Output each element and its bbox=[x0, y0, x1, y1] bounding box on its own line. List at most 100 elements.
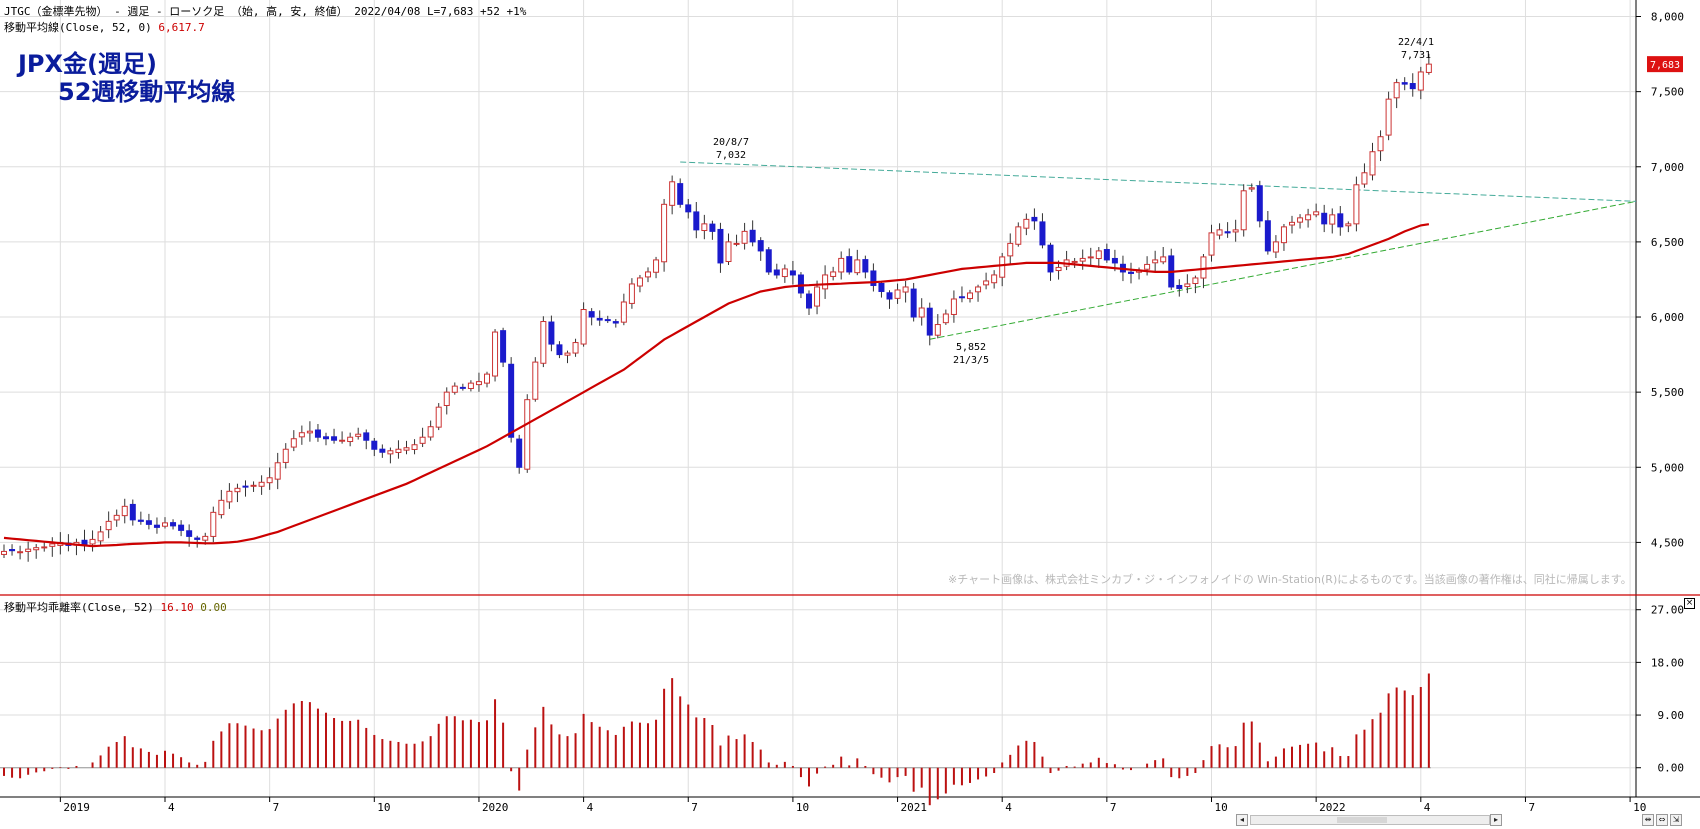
last-price-label: 7,683 bbox=[1650, 60, 1680, 71]
x-tick-label: 4 bbox=[587, 801, 594, 814]
candle bbox=[983, 272, 990, 290]
candle-body bbox=[435, 406, 442, 428]
candle-body bbox=[596, 317, 603, 321]
candle-body bbox=[1039, 221, 1046, 246]
moving-average-series bbox=[3, 223, 1430, 548]
candle bbox=[9, 544, 16, 556]
candle-body bbox=[524, 399, 531, 470]
candle-body bbox=[290, 438, 297, 448]
candle-body bbox=[451, 385, 458, 393]
candle bbox=[894, 283, 901, 304]
candle-body bbox=[194, 537, 201, 540]
zoom-out-icon[interactable]: ⇔ bbox=[1656, 814, 1668, 826]
candle-body bbox=[1385, 98, 1392, 136]
deviation-bar-series bbox=[0, 673, 1431, 806]
candle bbox=[1192, 275, 1199, 294]
candle-body bbox=[1047, 244, 1054, 273]
candle bbox=[1152, 250, 1159, 273]
candle bbox=[1272, 235, 1279, 259]
ma-legend-value: 6,617.7 bbox=[158, 21, 205, 34]
candle bbox=[250, 481, 257, 492]
candle bbox=[1369, 142, 1376, 181]
candle-body bbox=[395, 448, 402, 453]
close-panel-icon[interactable]: × bbox=[1684, 598, 1695, 609]
scroll-left-icon[interactable]: ◂ bbox=[1236, 814, 1248, 826]
candle-body bbox=[975, 286, 982, 293]
chart-header-text: JTGC（金標準先物） - 週足 - ローソク足 （始, 高, 安, 終値） 2… bbox=[4, 5, 527, 18]
candle-body bbox=[25, 548, 32, 552]
candle-body bbox=[105, 520, 112, 531]
candle bbox=[290, 430, 297, 452]
candle bbox=[934, 314, 941, 339]
candle-body bbox=[822, 274, 829, 290]
candle-body bbox=[926, 307, 933, 336]
candle-body bbox=[781, 268, 788, 278]
y-tick-label: 8,000 bbox=[1651, 11, 1684, 24]
candle-body bbox=[306, 430, 313, 434]
candle bbox=[749, 220, 756, 247]
candle bbox=[162, 517, 168, 529]
candle-body bbox=[1248, 187, 1255, 190]
deviation-legend: 移動平均乖離率(Close, 52) 16.10 0.00 bbox=[4, 599, 227, 615]
candle bbox=[588, 308, 595, 326]
candle bbox=[556, 341, 563, 359]
candle bbox=[508, 357, 515, 443]
scroll-right-icon[interactable]: ▸ bbox=[1490, 814, 1502, 826]
candle-body bbox=[1417, 71, 1424, 91]
annotation-high1-date: 20/8/7 bbox=[713, 137, 749, 148]
candle-body bbox=[564, 352, 571, 356]
candle-body bbox=[870, 270, 877, 286]
candle-body bbox=[347, 436, 354, 443]
candle-body bbox=[645, 271, 651, 278]
candle bbox=[1176, 279, 1183, 297]
candle-body bbox=[298, 432, 305, 438]
candle bbox=[1240, 184, 1247, 237]
candle-body bbox=[129, 503, 136, 521]
candle-body bbox=[41, 546, 48, 549]
candle bbox=[1128, 262, 1134, 284]
candle-body bbox=[1289, 221, 1295, 226]
candle-body bbox=[886, 292, 893, 300]
annotation-high2-date: 22/4/1 bbox=[1398, 37, 1434, 48]
candle bbox=[653, 256, 660, 279]
x-tick-label: 7 bbox=[273, 801, 280, 814]
x-tick-label: 7 bbox=[1528, 801, 1535, 814]
candle bbox=[49, 537, 56, 557]
candle bbox=[129, 499, 136, 526]
sub-y-tick-label: 0.00 bbox=[1658, 762, 1685, 775]
candle bbox=[572, 338, 579, 357]
zoom-in-icon[interactable]: ⇹ bbox=[1642, 814, 1654, 826]
x-tick-label: 10 bbox=[1215, 801, 1228, 814]
candle bbox=[1023, 213, 1030, 236]
horizontal-scrollbar[interactable] bbox=[1250, 815, 1490, 825]
candle-body bbox=[958, 296, 965, 299]
candle bbox=[918, 298, 925, 326]
candle-body bbox=[282, 448, 289, 463]
candle bbox=[596, 310, 603, 326]
candle-body bbox=[459, 386, 466, 389]
candle bbox=[620, 293, 627, 326]
candle bbox=[628, 278, 635, 309]
candle-body bbox=[1240, 190, 1247, 231]
sub-y-tick-label: 27.00 bbox=[1651, 604, 1684, 617]
candle-body bbox=[266, 477, 273, 484]
candle-body bbox=[1224, 231, 1231, 234]
candle bbox=[355, 427, 362, 440]
candle bbox=[604, 315, 611, 324]
candle bbox=[870, 263, 877, 292]
candle bbox=[1232, 219, 1239, 242]
candle-body bbox=[894, 289, 901, 299]
scrollbar-thumb[interactable] bbox=[1337, 817, 1387, 823]
candle bbox=[1200, 253, 1207, 289]
candlestick-series bbox=[1, 53, 1432, 562]
candle-body bbox=[411, 444, 418, 450]
fit-icon[interactable]: ⇲ bbox=[1670, 814, 1682, 826]
candle-body bbox=[218, 499, 225, 516]
candle bbox=[645, 267, 651, 283]
candle bbox=[226, 483, 233, 509]
candle bbox=[580, 302, 587, 347]
candle bbox=[451, 382, 458, 395]
candle-body bbox=[950, 298, 957, 315]
candle-body bbox=[556, 344, 563, 356]
x-tick-label: 2019 bbox=[63, 801, 90, 814]
